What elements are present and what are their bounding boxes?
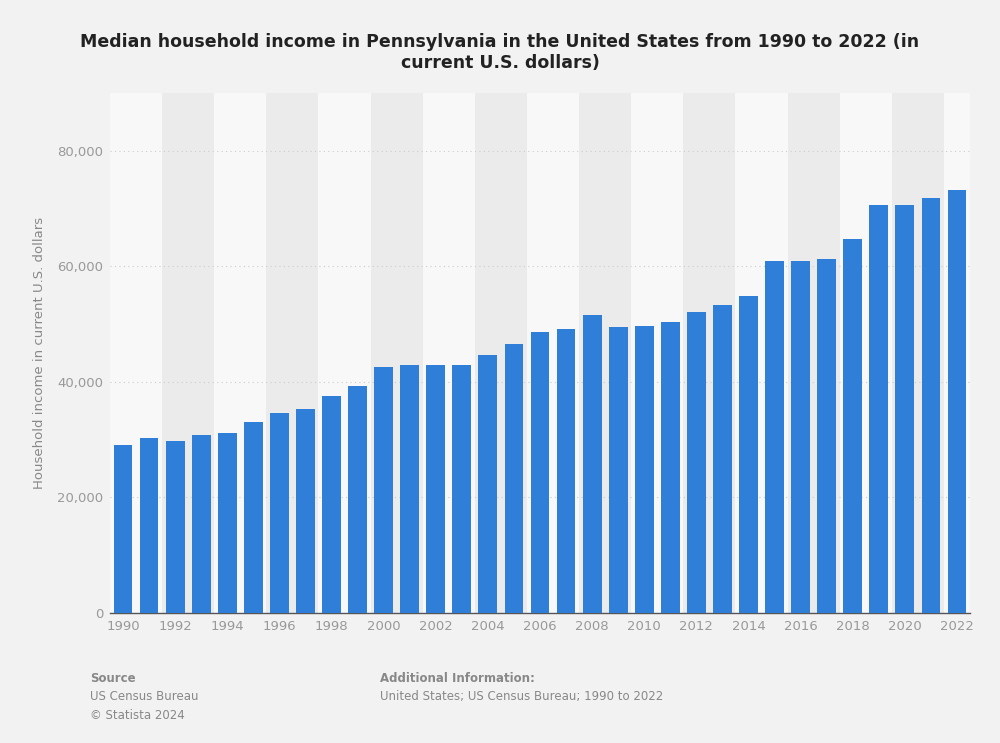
Bar bbox=[244, 421, 263, 613]
Bar bbox=[713, 305, 732, 613]
Bar bbox=[452, 365, 471, 613]
Bar bbox=[318, 93, 371, 613]
Bar bbox=[631, 93, 683, 613]
Bar bbox=[735, 93, 788, 613]
Bar bbox=[162, 93, 214, 613]
Bar bbox=[843, 239, 862, 613]
Bar bbox=[788, 93, 840, 613]
Bar bbox=[270, 413, 289, 613]
Bar bbox=[765, 262, 784, 613]
Bar bbox=[475, 93, 527, 613]
Bar bbox=[635, 325, 654, 613]
Bar bbox=[348, 386, 367, 613]
Bar bbox=[892, 93, 944, 613]
Bar bbox=[683, 93, 735, 613]
Text: Source: Source bbox=[90, 672, 136, 685]
Bar bbox=[322, 396, 341, 613]
Bar bbox=[944, 93, 970, 613]
Bar bbox=[266, 93, 318, 613]
Bar bbox=[400, 365, 419, 613]
Bar bbox=[895, 205, 914, 613]
Bar bbox=[869, 206, 888, 613]
Bar bbox=[579, 93, 631, 613]
Text: United States; US Census Bureau; 1990 to 2022: United States; US Census Bureau; 1990 to… bbox=[380, 690, 663, 702]
Bar bbox=[922, 198, 940, 613]
Bar bbox=[110, 93, 162, 613]
Bar bbox=[218, 432, 237, 613]
Bar bbox=[140, 438, 158, 613]
Bar bbox=[661, 322, 680, 613]
Bar bbox=[505, 344, 523, 613]
Y-axis label: Household income in current U.S. dollars: Household income in current U.S. dollars bbox=[33, 217, 46, 489]
Bar bbox=[426, 365, 445, 613]
Text: Median household income in Pennsylvania in the United States from 1990 to 2022 (: Median household income in Pennsylvania … bbox=[80, 33, 920, 72]
Bar bbox=[214, 93, 266, 613]
Bar bbox=[296, 409, 315, 613]
Bar bbox=[531, 332, 549, 613]
Bar bbox=[527, 93, 579, 613]
Bar bbox=[423, 93, 475, 613]
Bar bbox=[840, 93, 892, 613]
Bar bbox=[166, 441, 185, 613]
Bar bbox=[371, 93, 423, 613]
Bar bbox=[609, 327, 628, 613]
Bar bbox=[687, 313, 706, 613]
Bar bbox=[817, 259, 836, 613]
Bar bbox=[583, 315, 602, 613]
Bar bbox=[374, 367, 393, 613]
Text: US Census Bureau
© Statista 2024: US Census Bureau © Statista 2024 bbox=[90, 690, 198, 721]
Bar bbox=[739, 296, 758, 613]
Bar bbox=[192, 435, 211, 613]
Bar bbox=[791, 261, 810, 613]
Bar bbox=[948, 190, 966, 613]
Bar bbox=[114, 445, 132, 613]
Text: Additional Information:: Additional Information: bbox=[380, 672, 535, 685]
Bar bbox=[557, 329, 575, 613]
Bar bbox=[478, 354, 497, 613]
